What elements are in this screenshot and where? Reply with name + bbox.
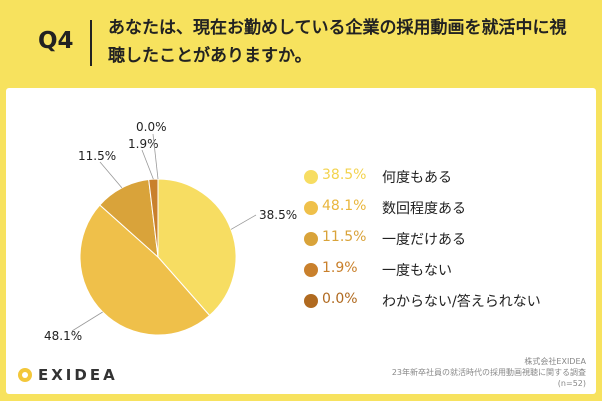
question-number: Q4 xyxy=(38,28,74,54)
header-divider xyxy=(90,20,92,66)
leader-line-1 xyxy=(230,214,257,230)
legend-percent: 38.5% xyxy=(322,167,367,183)
question-text: あなたは、現在お勤めしている企業の採用動画を就活中に視聴したことがありますか。 xyxy=(108,18,567,66)
legend-label: 数回程度ある xyxy=(382,201,466,217)
legend-percent: 48.1% xyxy=(322,198,367,214)
pie-slice-2 xyxy=(79,204,211,336)
legend-dot-icon xyxy=(304,170,318,184)
legend-label: 何度もある xyxy=(382,170,452,186)
legend-dot-icon xyxy=(304,294,318,308)
legend-dot-icon xyxy=(304,263,318,277)
legend-label: わからない/答えられない xyxy=(382,294,541,310)
brand-name: EXIDEA xyxy=(38,366,118,384)
legend-percent: 11.5% xyxy=(322,229,367,245)
legend-dot-icon xyxy=(304,232,318,246)
legend-dot-icon xyxy=(304,201,318,215)
credits: 株式会社EXIDEA 23年新卒社員の就活時代の採用動画視聴に関する調査 (n=… xyxy=(392,356,586,389)
legend-percent: 1.9% xyxy=(322,260,358,276)
credits-n: (n=52) xyxy=(557,379,586,388)
legend-label: 一度もない xyxy=(382,263,452,279)
leader-line-3 xyxy=(99,161,123,189)
data-label-5: 0.0% xyxy=(136,120,167,134)
leader-line-2 xyxy=(71,311,103,332)
data-label-4: 1.9% xyxy=(128,137,159,151)
credits-survey: 23年新卒社員の就活時代の採用動画視聴に関する調査 xyxy=(391,368,586,377)
data-label-2: 48.1% xyxy=(44,329,82,343)
data-label-3: 11.5% xyxy=(78,149,116,163)
leader-line-4 xyxy=(141,149,154,180)
header: Q4 あなたは、現在お勤めしている企業の採用動画を就活中に視聴したことがあります… xyxy=(0,0,602,86)
legend-label: 一度だけある xyxy=(382,232,466,248)
leader-line-5 xyxy=(152,133,159,180)
brand-logo: EXIDEA xyxy=(18,366,118,384)
pie-chart: 38.5% 48.1% 11.5% 1.9% 0.0% xyxy=(44,120,297,343)
chart-panel: 38.5% 48.1% 11.5% 1.9% 0.0% 38.5% 何度もある 48.1% 数… xyxy=(6,88,596,394)
data-label-1: 38.5% xyxy=(259,208,297,222)
credits-company: 株式会社EXIDEA xyxy=(524,357,586,366)
brand-mark-icon xyxy=(18,368,32,382)
legend-percent: 0.0% xyxy=(322,291,358,307)
